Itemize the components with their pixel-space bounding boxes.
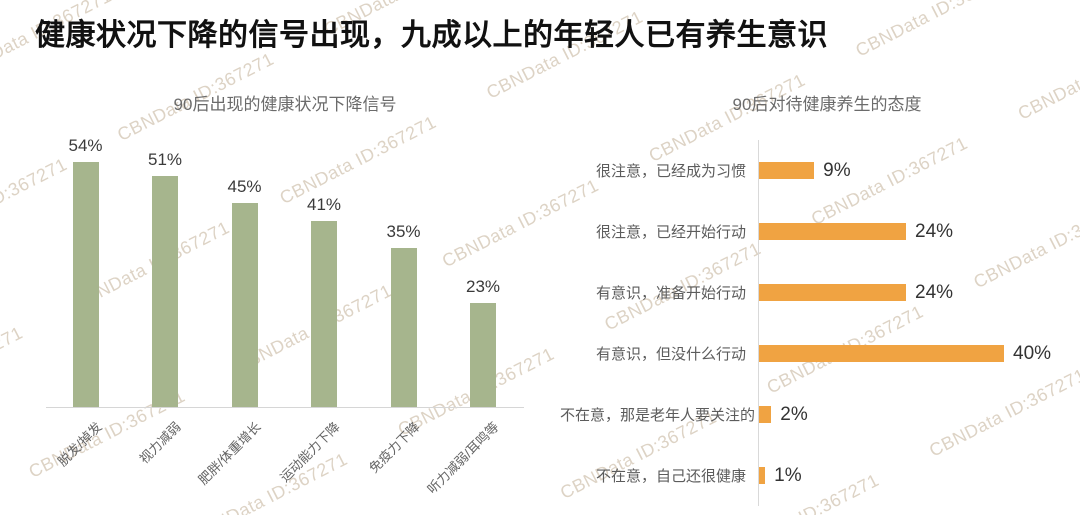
attitude-label: 很注意，已经成为习惯 bbox=[595, 163, 746, 180]
attitude-bar bbox=[759, 162, 815, 179]
bar-value-label: 24% bbox=[915, 281, 954, 303]
attitude-label: 不在意，那是老年人要关注的 bbox=[560, 407, 756, 424]
bar-zone: 24% bbox=[758, 262, 1080, 323]
attitude-bar bbox=[759, 345, 1004, 362]
bar-value-label: 54% bbox=[68, 136, 103, 156]
right-chart-plot: 很注意，已经成为习惯 9% 很注意，已经开始行动 24% 有意识，准备开始行动 24% 有意… bbox=[560, 140, 1080, 506]
attitude-bar bbox=[759, 406, 772, 423]
attitude-row: 很注意，已经开始行动 24% bbox=[560, 201, 1080, 262]
signal-bar bbox=[311, 221, 337, 407]
bar-zone: 40% bbox=[758, 323, 1080, 384]
attitude-label: 有意识，准备开始行动 bbox=[595, 285, 746, 302]
attitude-row: 不在意，那是老年人要关注的 2% bbox=[560, 384, 1080, 445]
attitude-bar bbox=[759, 467, 766, 484]
bar-zone: 9% bbox=[758, 140, 1080, 201]
bar-value-label: 51% bbox=[147, 149, 183, 169]
left-chart-title: 90后出现的健康状况下降信号 bbox=[173, 95, 397, 114]
attitude-row: 很注意，已经成为习惯 9% bbox=[560, 140, 1080, 201]
category-label: 视力减弱 bbox=[136, 419, 184, 467]
bar-value-label: 35% bbox=[386, 222, 421, 242]
bar-zone: 24% bbox=[758, 201, 1080, 262]
left-chart-plot: 54% 脱发/掉发 51% 视力减弱 45% 肥胖/体重增长 41% 运动能力下降 35% 免疫力… bbox=[46, 120, 524, 497]
attitude-row: 有意识，准备开始行动 24% bbox=[560, 262, 1080, 323]
bar-value-label: 45% bbox=[227, 177, 262, 197]
signal-bar bbox=[231, 203, 258, 407]
category-label: 脱发/掉发 bbox=[54, 419, 105, 470]
bar-zone: 2% bbox=[758, 384, 1080, 445]
category-label: 免疫力下降 bbox=[365, 419, 423, 476]
page-title: 健康状况下降的信号出现，九成以上的年轻人已有养生意识 bbox=[35, 19, 828, 52]
signal-bar bbox=[470, 302, 496, 407]
category-label: 运动能力下降 bbox=[276, 419, 343, 485]
signal-bar bbox=[72, 162, 99, 407]
attitude-label: 有意识，但没什么行动 bbox=[595, 346, 746, 363]
attitude-bar bbox=[759, 223, 906, 240]
attitude-label: 不在意，自己还很健康 bbox=[595, 468, 746, 485]
attitude-row: 有意识，但没什么行动 40% bbox=[560, 323, 1080, 384]
right-chart-title: 90后对待健康养生的态度 bbox=[732, 95, 922, 114]
attitude-bar bbox=[759, 284, 906, 301]
attitude-label: 很注意，已经开始行动 bbox=[595, 224, 746, 241]
category-label: 听力减弱/耳鸣等 bbox=[424, 419, 502, 497]
signal-bar bbox=[152, 175, 178, 407]
bar-value-label: 40% bbox=[1013, 342, 1052, 364]
bar-value-label: 9% bbox=[823, 159, 851, 181]
category-label: 肥胖/体重增长 bbox=[194, 419, 264, 488]
signal-bar bbox=[390, 248, 417, 407]
bar-value-label: 2% bbox=[780, 403, 808, 425]
bar-value-label: 41% bbox=[306, 195, 342, 215]
bar-value-label: 23% bbox=[465, 276, 501, 296]
attitude-row: 不在意，自己还很健康 1% bbox=[560, 445, 1080, 506]
bar-zone: 1% bbox=[758, 445, 1080, 506]
bar-value-label: 24% bbox=[915, 220, 954, 242]
bar-value-label: 1% bbox=[774, 464, 802, 486]
